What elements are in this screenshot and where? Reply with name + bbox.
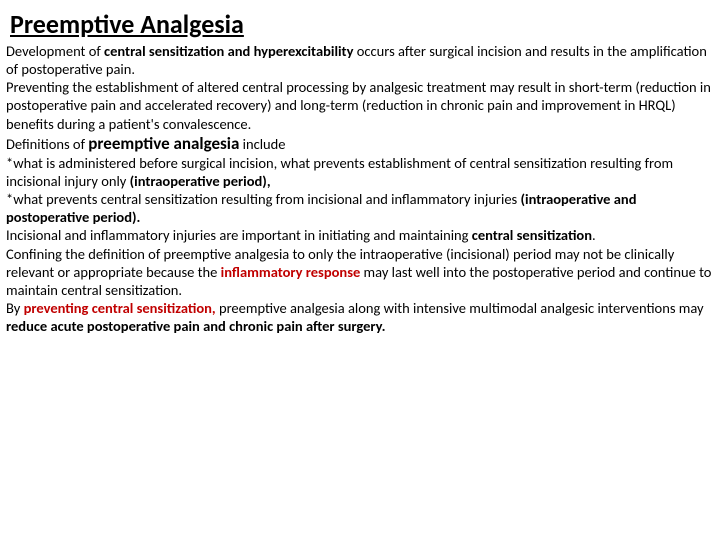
text: preemptive analgesia along with intensiv… <box>216 299 704 317</box>
bold-red-text: preventing central sensitization, <box>24 299 216 317</box>
bold-text: (intraoperative period), <box>130 172 271 190</box>
text: *what prevents central sensitization res… <box>6 190 520 208</box>
slide-body: Development of central sensitization and… <box>6 42 714 335</box>
bold-text: central sensitization <box>472 226 592 244</box>
text: Incisional and inflammatory injuries are… <box>6 226 472 244</box>
text: Preventing the establishment of altered … <box>6 78 711 132</box>
text: Definitions of <box>6 135 88 153</box>
text: By <box>6 299 24 317</box>
text: *what is administered before surgical in… <box>6 154 673 190</box>
text: . <box>592 226 596 244</box>
bold-text: reduce acute postoperative pain and chro… <box>6 317 385 335</box>
text: include <box>239 135 285 153</box>
bold-large-text: preemptive analgesia <box>88 133 239 154</box>
text: Development of <box>6 42 104 60</box>
bold-red-text: inflammatory response <box>221 263 361 281</box>
bold-text: central sensitization and hyperexcitabil… <box>104 42 353 60</box>
slide-title: Preemptive Analgesia <box>6 8 714 40</box>
